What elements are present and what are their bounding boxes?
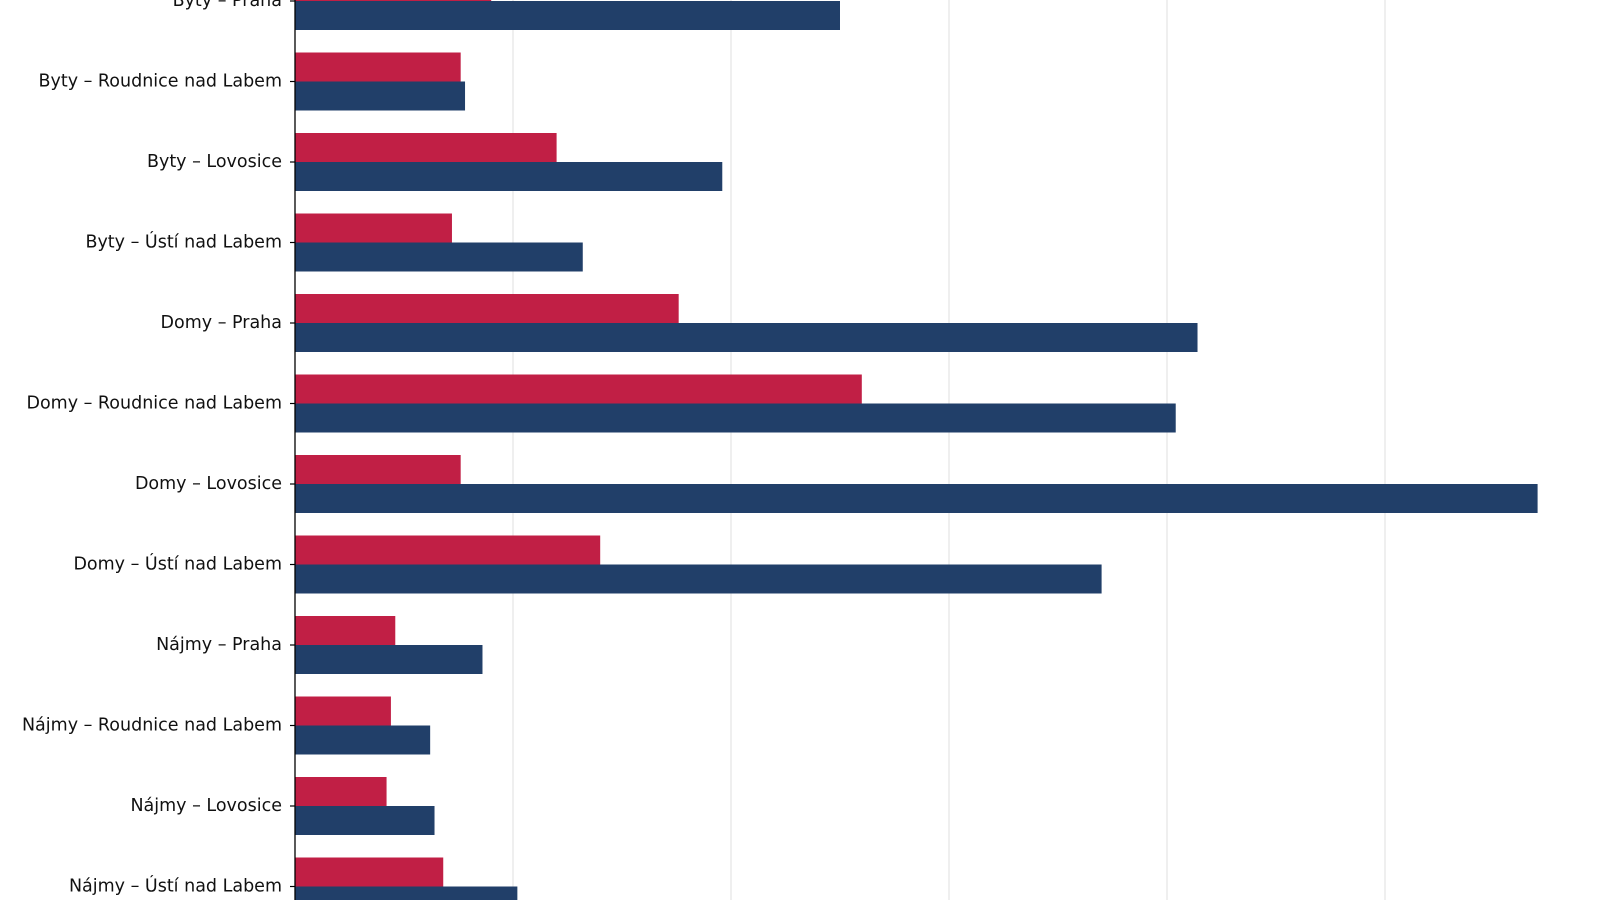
y-tick-label: Domy – Roudnice nad Labem	[26, 394, 282, 414]
y-tick-label: Nájmy – Lovosice	[130, 796, 282, 816]
bar-series-2	[295, 484, 1538, 513]
bar-series-1	[295, 213, 452, 243]
bar-series-2	[295, 806, 435, 835]
bar-series-2	[295, 81, 466, 111]
bar-series-1	[295, 857, 444, 887]
bar-series-2	[295, 564, 1102, 594]
y-tick-label: Nájmy – Ústí nad Labem	[69, 875, 282, 897]
y-tick-label: Domy – Lovosice	[135, 474, 282, 494]
bar-series-1	[295, 777, 387, 806]
bar-series-1	[295, 52, 461, 82]
y-tick-label: Byty – Ústí nad Labem	[85, 231, 282, 253]
bar-series-1	[295, 696, 391, 726]
bar-series-2	[295, 162, 723, 191]
y-tick-label: Domy – Ústí nad Labem	[73, 553, 282, 575]
y-axis-tick-labels: Byty – Praha Byty – Roudnice nad Labem Byt…	[22, 0, 295, 897]
y-tick-label: Byty – Praha	[173, 0, 282, 11]
y-tick-label: Nájmy – Praha	[156, 635, 282, 655]
bars	[295, 0, 1538, 900]
bar-series-2	[295, 323, 1198, 352]
bar-series-1	[295, 0, 492, 1]
bar-series-1	[295, 294, 679, 323]
vertical-gridlines	[512, 0, 1386, 900]
bar-series-1	[295, 535, 601, 565]
bar-series-1	[295, 133, 557, 162]
y-tick-label: Domy – Praha	[161, 313, 282, 333]
y-tick-label: Nájmy – Roudnice nad Labem	[22, 716, 282, 736]
bar-series-2	[295, 725, 431, 755]
bar-series-1	[295, 455, 461, 484]
bar-series-2	[295, 645, 483, 674]
bar-series-2	[295, 403, 1176, 433]
bar-series-2	[295, 1, 840, 30]
y-tick-label: Byty – Lovosice	[147, 152, 282, 172]
bar-series-2	[295, 242, 583, 272]
bar-series-2	[295, 886, 518, 900]
y-tick-label: Byty – Roudnice nad Labem	[38, 72, 282, 92]
bar-series-1	[295, 374, 862, 404]
bar-series-1	[295, 616, 396, 645]
